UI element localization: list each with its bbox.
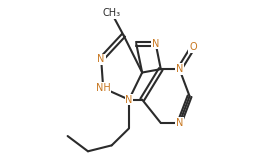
Text: NH: NH	[96, 83, 111, 93]
Text: N: N	[176, 118, 183, 128]
Text: CH₃: CH₃	[103, 8, 121, 18]
Text: O: O	[189, 42, 197, 52]
Text: N: N	[176, 64, 183, 74]
Text: N: N	[97, 54, 105, 64]
Text: N: N	[125, 95, 133, 105]
Text: N: N	[152, 39, 159, 49]
